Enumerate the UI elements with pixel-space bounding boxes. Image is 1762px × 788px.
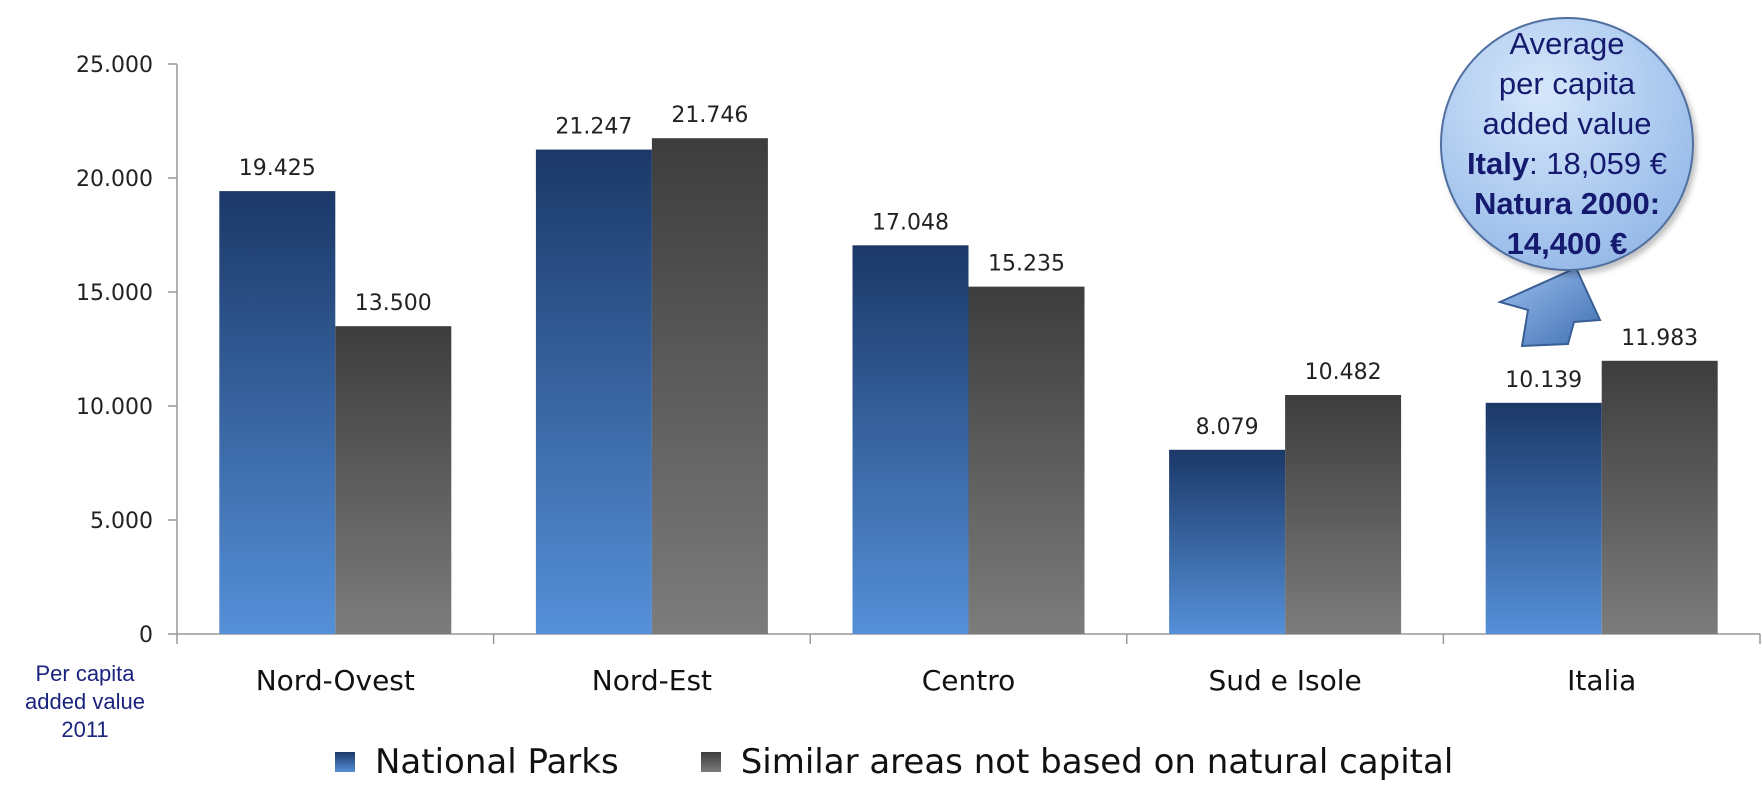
bar-national-parks xyxy=(219,191,336,635)
bar-national-parks xyxy=(1169,449,1286,634)
legend-swatch-gray xyxy=(700,752,721,772)
data-label: 8.079 xyxy=(1196,415,1259,440)
bar-similar-areas xyxy=(651,138,768,634)
data-label: 10.139 xyxy=(1505,368,1582,393)
callout-line-1: Average xyxy=(1509,26,1625,61)
bar-national-parks xyxy=(852,245,969,634)
y-tick-label: 0 xyxy=(139,623,153,648)
data-label: 13.500 xyxy=(355,291,432,316)
data-label: 19.425 xyxy=(239,156,316,181)
y-axis-label-line: added value xyxy=(25,689,145,714)
bars xyxy=(219,138,1718,635)
legend: National Parks Similar areas not based o… xyxy=(335,742,1535,782)
data-label: 11.983 xyxy=(1621,326,1698,351)
legend-swatch-blue xyxy=(335,752,355,772)
data-label: 21.746 xyxy=(671,103,748,128)
y-axis-label: Per capita added value 2011 xyxy=(0,660,170,744)
x-category-label: Nord-Ovest xyxy=(256,664,415,697)
bar-similar-areas xyxy=(1601,360,1718,634)
axes: 0 5.000 10.000 15.000 20.000 25.000 Nord-Ovest… xyxy=(76,53,1761,697)
y-axis-label-line: Per capita xyxy=(35,661,135,686)
x-category-label: Sud e Isole xyxy=(1208,664,1361,697)
bar-national-parks xyxy=(1485,402,1602,634)
y-tick-label: 5.000 xyxy=(90,509,153,534)
legend-item-national-parks: National Parks xyxy=(335,742,619,782)
bar-similar-areas xyxy=(1285,395,1402,634)
data-label: 10.482 xyxy=(1305,360,1382,385)
bar-similar-areas xyxy=(968,286,1085,634)
callout-natura-label: Natura 2000: xyxy=(1473,186,1661,221)
y-tick-label: 15.000 xyxy=(76,281,153,306)
bar-similar-areas xyxy=(335,326,452,634)
y-tick-label: 10.000 xyxy=(76,395,153,420)
x-category-label: Italia xyxy=(1567,664,1636,697)
y-tick-label: 25.000 xyxy=(76,53,153,78)
average-value-callout: Average per capita added value Italy: 18… xyxy=(1440,17,1694,271)
data-label: 17.048 xyxy=(872,210,949,235)
x-category-label: Nord-Est xyxy=(592,664,712,697)
callout-italy-label: Italy xyxy=(1467,146,1530,181)
data-labels: 19.425 13.500 21.247 21.746 17.048 15.235 8.07… xyxy=(239,103,1698,440)
callout-line-2: per capita xyxy=(1498,66,1636,101)
callout-italy-value: : 18,059 € xyxy=(1529,146,1667,181)
y-tick-label: 20.000 xyxy=(76,167,153,192)
bar-national-parks xyxy=(535,149,652,634)
legend-label: Similar areas not based on natural capit… xyxy=(740,742,1454,782)
callout-italy: Italy: 18,059 € xyxy=(1467,144,1667,184)
data-label: 15.235 xyxy=(988,252,1065,277)
y-axis-label-line: 2011 xyxy=(61,717,109,742)
callout-natura-value: 14,400 € xyxy=(1506,226,1628,261)
legend-item-similar-areas: Similar areas not based on natural capit… xyxy=(700,742,1454,782)
callout-arrow xyxy=(1497,266,1602,348)
callout-line-3: added value xyxy=(1482,106,1652,141)
x-category-label: Centro xyxy=(922,664,1016,697)
legend-label: National Parks xyxy=(375,742,619,782)
data-label: 21.247 xyxy=(555,115,632,140)
